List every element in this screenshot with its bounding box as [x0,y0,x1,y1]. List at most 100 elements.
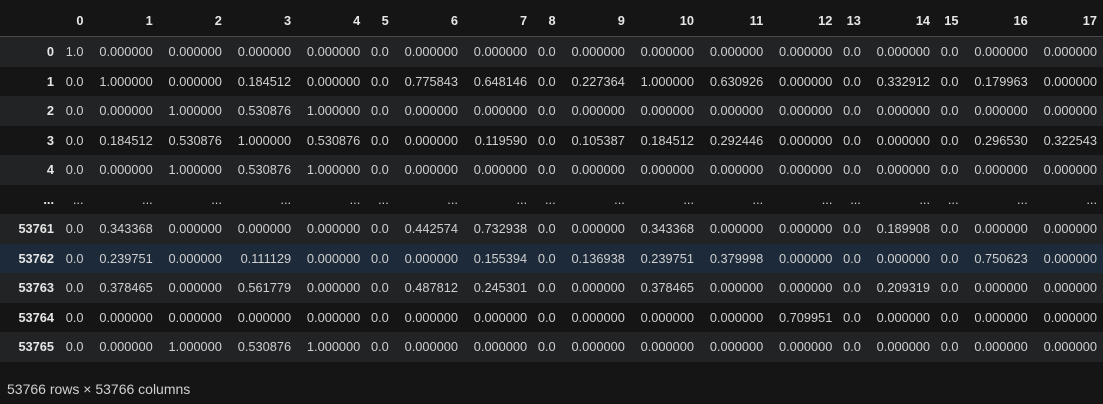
table-cell: 0.0 [843,103,861,118]
table-cell: 0.775843 [404,73,458,89]
table-cell: 0.000000 [1043,73,1097,89]
table-cell: 0.0 [843,44,861,59]
table-cell: ... [850,191,861,207]
table-cell: 0.0 [940,339,959,354]
table-cell: 0.000000 [974,280,1028,295]
column-header: 16 [964,6,1034,37]
table-cell: 0.0 [940,103,959,118]
table-cell: 0.000000 [779,280,833,295]
table-cell: 1.000000 [640,73,694,89]
table-cell: 0.209319 [876,280,931,295]
table-cell: 1.000000 [306,162,361,177]
table-cell: 0.530876 [168,132,222,148]
index-header [0,6,61,37]
table-cell: 0.0 [843,162,861,177]
table-cell: 0.000000 [99,103,153,118]
table-cell: ... [544,191,556,207]
column-header: 15 [936,6,965,37]
table-cell: 0.000000 [779,103,833,118]
table-cell: 0.000000 [640,309,694,325]
table-cell: 0.000000 [1043,309,1097,325]
table-cell: 0.0 [65,103,84,118]
table-header-row: 0 1 2 3 4 5 6 7 8 9 10 11 12 13 14 15 16 17 [0,6,1103,37]
table-cell: ... [378,191,389,207]
table-cell: 0.378465 [640,280,694,295]
table-cell: 0.000000 [168,309,222,325]
table-cell: 0.0 [370,309,389,325]
table-cell: 0.000000 [640,44,694,59]
table-cell: 0.000000 [571,103,625,118]
table-cell: 0.0 [370,250,389,266]
table-cell: 0.0 [65,73,84,89]
table-cell: ... [821,191,833,207]
table-cell: 0.000000 [99,44,153,59]
column-header: 0 [60,6,90,37]
table-cell: 0.0 [537,132,556,148]
table-cell: 0.000000 [974,44,1028,59]
table-cell: ... [516,191,528,207]
table-cell: 0.000000 [404,339,458,354]
table-cell: 0.245301 [473,280,528,295]
table-cell: 0.0 [537,339,556,354]
row-index: ... [43,191,55,207]
table-cell: 0.000000 [404,103,458,118]
table-cell: 0.0 [940,280,959,295]
table-cell: 0.296530 [974,132,1028,148]
column-header: 2 [158,6,228,37]
dataframe-table: 0 1 2 3 4 5 6 7 8 9 10 11 12 13 14 15 16 17 0 1.0 0.000000 0… [0,6,1103,362]
table-cell: 0.000000 [640,339,694,354]
table-cell: 0.0 [65,339,84,354]
column-header: 7 [463,6,534,37]
table-cell: 0.000000 [1043,221,1097,236]
table-cell: 0.111129 [240,250,292,266]
table-cell: 0.000000 [306,309,361,325]
table-cell: 1.000000 [168,339,222,354]
table-cell: 0.000000 [1043,250,1097,266]
table-cell: 0.0 [940,162,959,177]
table-cell: 0.0 [65,280,84,295]
column-header: 12 [769,6,839,37]
table-cell: 0.000000 [404,309,458,325]
table-cell: 0.000000 [168,221,222,236]
table-cell: 0.000000 [876,162,931,177]
table-cell: 0.0 [370,221,389,236]
table-cell: 0.0 [843,309,861,325]
row-index: 53762 [18,250,55,266]
table-cell: 0.000000 [876,132,931,148]
table-cell: 0.119590 [474,132,528,148]
table-row: 53763 0.0 0.378465 0.000000 0.561779 0.000000… [0,273,1103,303]
table-cell: 0.000000 [876,103,931,118]
table-cell: 0.000000 [974,339,1028,354]
table-cell: 0.0 [843,250,861,266]
table-cell: 0.000000 [306,280,361,295]
table-cell: 0.189908 [876,221,931,236]
table-cell: 1.000000 [99,73,153,89]
table-cell: 1.000000 [306,103,361,118]
table-cell: 0.0 [65,250,84,266]
table-cell: 0.000000 [779,73,833,89]
table-cell: 0.530876 [237,339,292,354]
table-cell: ... [752,191,764,207]
table-cell: ... [349,191,361,207]
table-cell: 0.000000 [473,309,528,325]
table-cell: 0.000000 [1043,103,1097,118]
table-cell: 0.0 [843,73,861,89]
table-row: 53765 0.0 0.000000 1.000000 0.530876 1.000000… [0,332,1103,362]
table-cell: 0.0 [537,162,556,177]
table-cell: ... [447,191,458,207]
column-header: 5 [366,6,395,37]
table-cell: 1.000000 [237,132,292,148]
table-cell: 0.0 [370,103,389,118]
table-cell: 0.000000 [306,73,361,89]
table-cell: 0.000000 [99,309,153,325]
table-cell: 0.000000 [876,44,931,59]
table-cell: ... [280,191,292,207]
table-cell: 0.530876 [237,162,292,177]
table-cell: 0.343368 [640,221,694,236]
table-cell: 0.000000 [709,162,764,177]
table-row: ........................................… [0,184,1103,214]
table-cell: 0.0 [537,73,556,89]
table-cell: 0.0 [843,280,861,295]
table-cell: 0.0 [940,250,959,266]
table-cell: 0.000000 [571,309,625,325]
